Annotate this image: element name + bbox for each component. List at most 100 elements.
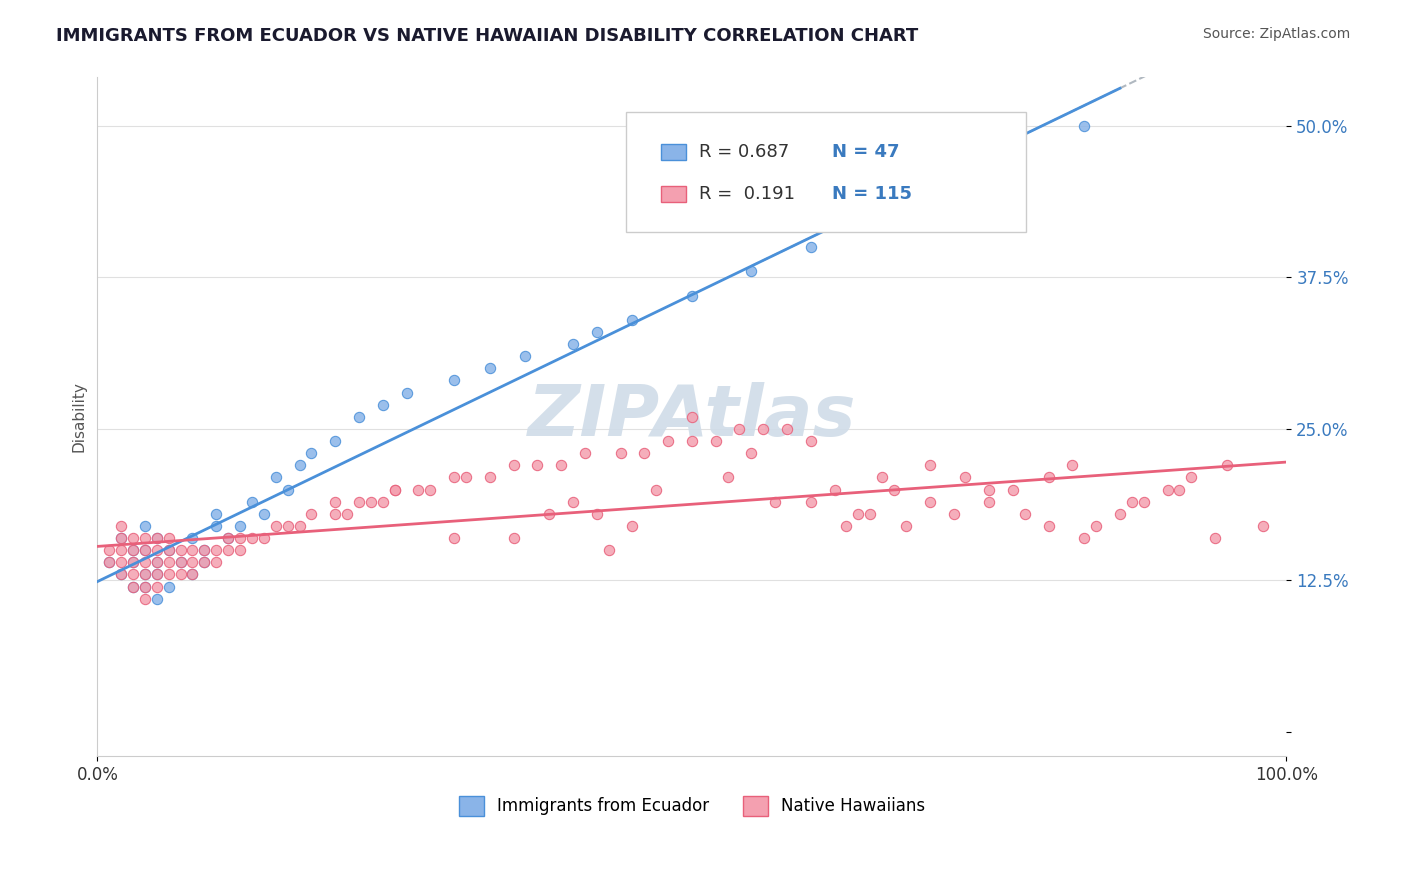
Point [752, 422, 775, 436]
Text: ZIPAtlas: ZIPAtlas [527, 383, 856, 451]
Point [146, 567, 169, 582]
Point [848, 507, 870, 521]
Point [98, 555, 121, 569]
Point [181, 567, 204, 582]
Point [740, 264, 762, 278]
Point [157, 580, 180, 594]
Point [110, 555, 132, 569]
Point [384, 483, 406, 497]
Point [502, 458, 524, 473]
Point [205, 507, 228, 521]
Point [979, 494, 1001, 508]
Point [134, 567, 156, 582]
Point [277, 483, 299, 497]
Point [323, 494, 346, 508]
Point [443, 531, 465, 545]
Point [859, 507, 882, 521]
Point [146, 531, 169, 545]
Point [645, 483, 668, 497]
Point [181, 567, 204, 582]
Point [454, 470, 477, 484]
Point [122, 580, 145, 594]
Point [395, 385, 418, 400]
Point [979, 483, 1001, 497]
Point [681, 288, 703, 302]
Point [728, 422, 751, 436]
Point [419, 483, 441, 497]
Point [621, 519, 644, 533]
Point [157, 543, 180, 558]
Point [181, 555, 204, 569]
Point [347, 494, 370, 508]
Point [740, 446, 762, 460]
Point [146, 555, 169, 569]
Point [776, 422, 799, 436]
Point [134, 580, 156, 594]
Point [240, 531, 263, 545]
Point [538, 507, 561, 521]
Point [157, 567, 180, 582]
Point [657, 434, 679, 449]
Point [681, 409, 703, 424]
Point [134, 543, 156, 558]
Point [157, 543, 180, 558]
Point [253, 507, 276, 521]
Point [110, 567, 132, 582]
Point [526, 458, 548, 473]
Text: IMMIGRANTS FROM ECUADOR VS NATIVE HAWAIIAN DISABILITY CORRELATION CHART: IMMIGRANTS FROM ECUADOR VS NATIVE HAWAII… [56, 27, 918, 45]
Point [633, 446, 655, 460]
Point [110, 531, 132, 545]
Point [894, 519, 917, 533]
Point [1168, 483, 1191, 497]
Point [205, 519, 228, 533]
Point [181, 531, 204, 545]
Point [146, 531, 169, 545]
Point [122, 543, 145, 558]
Point [110, 531, 132, 545]
Point [134, 531, 156, 545]
Point [1062, 458, 1084, 473]
Point [122, 580, 145, 594]
Point [110, 567, 132, 582]
Point [122, 555, 145, 569]
Legend: Immigrants from Ecuador, Native Hawaiians: Immigrants from Ecuador, Native Hawaiian… [453, 789, 932, 822]
Point [800, 240, 823, 254]
Point [800, 434, 823, 449]
Point [1180, 470, 1202, 484]
Text: N = 115: N = 115 [832, 185, 912, 202]
Point [585, 325, 607, 339]
Point [621, 313, 644, 327]
Point [157, 555, 180, 569]
Text: N = 47: N = 47 [832, 143, 900, 161]
Point [122, 555, 145, 569]
Point [942, 507, 965, 521]
Point [716, 470, 738, 484]
Point [288, 519, 311, 533]
Point [98, 543, 121, 558]
Point [146, 567, 169, 582]
Point [1038, 519, 1060, 533]
Point [205, 555, 228, 569]
Point [1132, 494, 1154, 508]
Point [585, 507, 607, 521]
Point [835, 519, 858, 533]
Point [550, 458, 572, 473]
Point [240, 494, 263, 508]
Point [264, 470, 287, 484]
Point [1038, 470, 1060, 484]
Point [942, 192, 965, 206]
Point [681, 434, 703, 449]
Point [502, 531, 524, 545]
Point [918, 458, 941, 473]
Point [384, 483, 406, 497]
Point [264, 519, 287, 533]
Point [169, 567, 191, 582]
Point [253, 531, 276, 545]
Point [193, 555, 215, 569]
Point [277, 519, 299, 533]
Point [146, 555, 169, 569]
Point [609, 446, 631, 460]
Point [157, 531, 180, 545]
Point [1073, 531, 1095, 545]
Point [574, 446, 596, 460]
